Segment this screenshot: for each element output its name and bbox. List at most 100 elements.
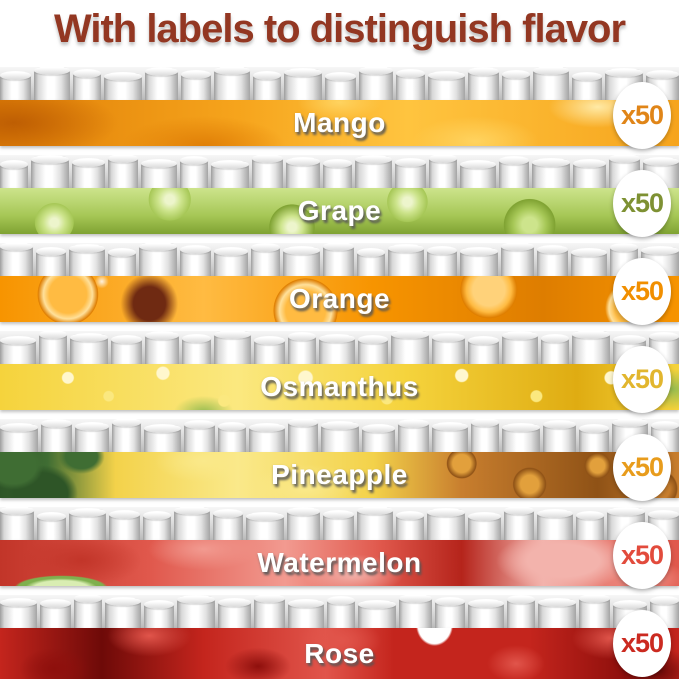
label-stick (323, 159, 352, 192)
flavor-row-watermelon: Watermelon x50 (0, 502, 679, 590)
label-stick (319, 334, 355, 368)
label-stick (427, 508, 465, 544)
label-stick (174, 507, 210, 544)
label-stick (288, 419, 318, 456)
label-stick (34, 67, 70, 104)
label-stick (579, 595, 610, 632)
label-stick (75, 422, 109, 456)
label-stick (358, 600, 396, 632)
label-stick (145, 331, 179, 368)
label-stick (427, 246, 457, 280)
label-stick (507, 595, 535, 632)
label-stick (139, 243, 177, 280)
label-stick (428, 71, 465, 104)
label-stick (37, 512, 66, 544)
label-stick (391, 331, 429, 368)
label-stick (468, 599, 504, 632)
label-stick (355, 155, 392, 192)
label-stick (144, 600, 174, 632)
label-stick (182, 334, 211, 368)
label-stick (532, 158, 570, 192)
label-stick (396, 511, 424, 544)
count-badge: x50 (613, 522, 671, 589)
label-sticks-strip (0, 595, 679, 632)
flavor-row-mango: Mango x50 (0, 62, 679, 150)
label-stick (395, 158, 426, 192)
page-title: With labels to distinguish flavor (53, 7, 626, 51)
label-stick (504, 507, 534, 544)
label-sticks-strip (0, 331, 679, 368)
label-stick (435, 597, 465, 632)
flavor-row-osmanthus: Osmanthus x50 (0, 326, 679, 414)
label-stick (502, 70, 530, 104)
label-stick (468, 67, 499, 104)
label-stick (533, 67, 569, 104)
label-stick (218, 598, 251, 632)
flavor-label: Osmanthus (260, 371, 419, 402)
label-stick (323, 510, 354, 544)
label-stick (180, 156, 208, 192)
label-stick (74, 595, 102, 632)
count-badge: x50 (613, 346, 671, 413)
label-stick (0, 160, 28, 192)
label-stick (357, 248, 385, 280)
label-sticks-strip (0, 419, 679, 456)
flavor-label: Orange (288, 283, 391, 314)
label-stick (471, 419, 499, 456)
label-stick (283, 246, 320, 280)
flavor-label: Grape (297, 195, 382, 226)
count-badge: x50 (613, 610, 671, 677)
label-stick (252, 155, 283, 192)
label-stick (143, 511, 171, 544)
label-stick (180, 245, 211, 280)
label-stick (108, 248, 136, 280)
count-badge: x50 (613, 82, 671, 149)
label-stick (39, 331, 67, 368)
label-stick (111, 335, 142, 368)
label-stick (432, 333, 465, 368)
label-stick (358, 335, 388, 368)
label-stick (0, 243, 33, 280)
label-stick (284, 68, 322, 104)
label-stick (109, 510, 140, 544)
label-stick (468, 512, 501, 544)
label-stick (398, 419, 429, 456)
flavor-photo: Orange (0, 276, 679, 322)
flavor-label: Pineapple (271, 459, 408, 490)
label-stick (388, 244, 424, 280)
label-stick (72, 158, 105, 192)
flavor-label: Rose (304, 637, 375, 669)
label-stick (108, 155, 138, 192)
flavor-row-orange: Orange x50 (0, 238, 679, 326)
label-stick (543, 420, 576, 456)
flavor-row-rose: Rose x50 (0, 590, 679, 679)
label-stick (362, 424, 395, 456)
count-label: x50 (620, 276, 664, 306)
label-stick (31, 155, 69, 192)
label-stick (253, 71, 281, 104)
label-stick (502, 423, 540, 456)
label-stick (399, 595, 432, 632)
flavor-row-grape: Grape x50 (0, 150, 679, 238)
label-stick (181, 70, 211, 104)
label-stick (214, 331, 251, 368)
label-stick (502, 331, 538, 368)
label-stick (579, 424, 609, 456)
label-stick (537, 245, 568, 280)
label-stick (214, 67, 250, 104)
count-label: x50 (620, 364, 664, 394)
label-stick (0, 598, 37, 632)
label-stick (0, 423, 38, 456)
flavor-row-pineapple: Pineapple x50 (0, 414, 679, 502)
label-stick (141, 159, 177, 192)
label-stick (104, 72, 142, 104)
label-stick (41, 419, 72, 456)
label-stick (572, 331, 610, 368)
label-stick (184, 420, 215, 456)
label-stick (460, 160, 496, 192)
label-sticks-strip (0, 155, 679, 192)
flavor-photo: Rose (0, 628, 679, 679)
count-badge: x50 (613, 170, 671, 237)
label-stick (40, 599, 71, 632)
label-stick (572, 72, 602, 104)
